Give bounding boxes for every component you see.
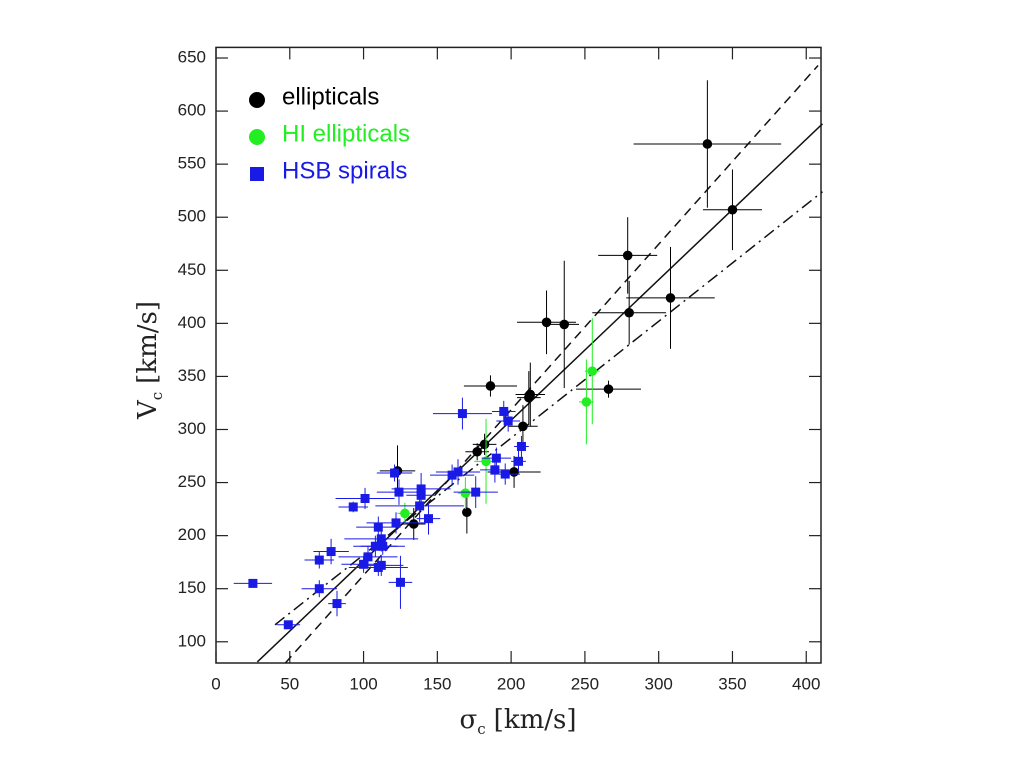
x-tick-label: 350 [718,674,746,693]
point [481,456,491,467]
y-tick-label: 650 [178,47,206,66]
point [472,446,482,457]
x-tick-label: 250 [571,674,599,693]
point [516,441,526,451]
point [348,502,358,512]
point [460,488,471,498]
ylabel-subscript: c [148,392,166,400]
point [400,508,410,519]
x-tick-label: 200 [497,674,525,693]
y-tick-label: 250 [178,472,206,491]
point [485,381,496,391]
point [727,204,738,215]
legend-marker [250,167,264,181]
legend-marker [249,92,265,108]
y-tick-label: 450 [178,260,206,279]
fit-line [256,123,823,663]
point [462,507,472,518]
point [376,560,386,570]
y-tick-label: 600 [178,101,206,120]
point [624,307,634,318]
legend-label: HI ellipticals [282,120,410,147]
point [360,493,370,503]
point [283,620,293,630]
series [233,397,529,630]
legend-label: HSB spirals [282,157,407,184]
ylabel-symbol: V [133,399,163,420]
plot-frame [215,46,822,664]
x-tick-label: 0 [211,674,220,693]
point [514,456,523,466]
series [397,318,600,524]
y-tick-label: 500 [178,207,206,226]
point [559,319,570,330]
ylabel-label: Vc [km/s] [133,301,166,420]
ylabel-unit: [km/s] [133,301,163,384]
point [314,555,324,565]
point [622,250,633,261]
y-tick-label: 350 [178,366,206,385]
legend-label: ellipticals [282,83,379,110]
point [359,559,369,569]
point [702,139,713,149]
y-tick-label: 300 [178,419,206,438]
point [581,397,592,407]
point [416,490,426,500]
point [491,453,501,463]
point [499,406,509,416]
point [471,487,481,497]
point [423,514,433,524]
point [391,518,401,528]
xlabel-subscript: c [477,720,485,738]
point [509,467,519,477]
y-tick-label: 400 [178,313,206,332]
x-tick-label: 400 [792,674,820,693]
point [376,534,386,544]
x-tick-label: 300 [644,674,672,693]
point [603,384,614,394]
point [479,439,490,450]
point [541,317,552,328]
point [326,547,336,557]
fit-line [274,191,823,626]
x-tick-label: 50 [280,674,299,693]
xlabel-symbol: σ [460,705,478,735]
y-tick-label: 150 [178,578,206,597]
point [447,470,457,480]
point [390,468,400,478]
point [373,522,383,532]
y-tick-label: 200 [178,525,206,544]
fit-line [284,64,819,664]
point [457,409,467,419]
xlabel-label: σc [km/s] [460,705,577,738]
series [379,80,782,540]
point [378,541,388,551]
point [408,519,419,529]
point [503,416,513,426]
point [500,469,510,479]
x-tick-label: 150 [423,674,451,693]
x-tick-label: 100 [349,674,377,693]
point [524,392,534,403]
y-tick-label: 100 [178,631,206,650]
point [415,501,425,511]
point [518,421,528,432]
xlabel-unit: [km/s] [494,705,577,735]
point [248,578,258,588]
point [665,293,676,303]
point [453,467,463,477]
point [332,599,342,609]
legend-marker [249,129,265,145]
point [314,584,324,594]
point [395,577,405,587]
point [490,465,500,475]
point [587,366,598,376]
point [394,487,404,497]
y-tick-label: 550 [178,154,206,173]
point [363,552,373,562]
